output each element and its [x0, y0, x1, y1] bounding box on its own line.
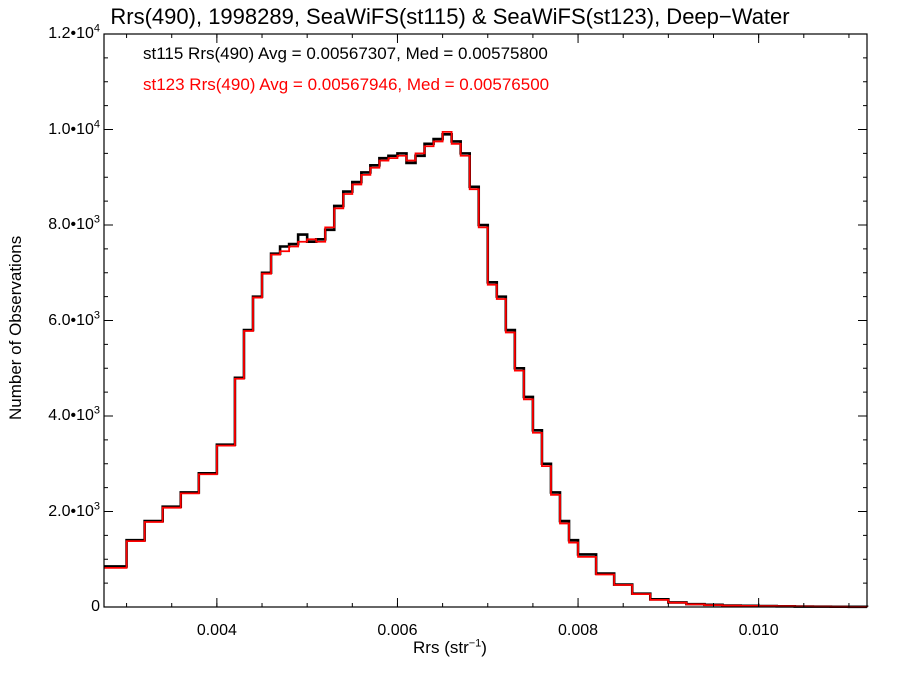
y-tick-mantissa: 1.0•10	[48, 120, 94, 138]
y-tick-exponent: 3	[93, 309, 100, 322]
x-tick-label: 0.004	[196, 622, 237, 639]
x-axis-label-exponent: −1	[468, 637, 482, 650]
x-axis-label-text: Rrs (str	[413, 638, 469, 657]
y-tick-label: 2.0•103	[48, 500, 100, 521]
y-tick-label: 8.0•103	[48, 213, 100, 234]
y-tick-exponent: 3	[93, 404, 100, 417]
y-tick-mantissa: 0	[91, 598, 100, 615]
x-axis-label-close: )	[481, 638, 487, 657]
y-tick-mantissa: 1.2•10	[48, 25, 94, 42]
x-tick-label: 0.008	[558, 622, 599, 639]
chart-title: Rrs(490), 1998289, SeaWiFS(st115) & SeaW…	[110, 4, 790, 29]
x-tick-label: 0.006	[377, 622, 418, 639]
series-line-1	[104, 130, 868, 608]
x-tick-label: 0.010	[738, 622, 779, 639]
plot-frame	[103, 33, 868, 608]
x-axis-label: Rrs (str−1)	[0, 638, 900, 658]
y-tick-mantissa: 4.0•10	[48, 407, 94, 424]
y-tick-label: 1.0•104	[48, 118, 100, 139]
y-tick-mantissa: 6.0•10	[48, 311, 94, 329]
y-tick-label: 6.0•103	[48, 309, 100, 330]
y-tick-mantissa: 8.0•10	[48, 216, 94, 233]
y-tick-label: 4.0•103	[48, 404, 100, 425]
y-tick-exponent: 3	[93, 213, 100, 226]
y-tick-exponent: 3	[93, 500, 100, 513]
y-tick-label: 1.2•104	[48, 22, 100, 43]
annotation-st115: st115 Rrs(490) Avg = 0.00567307, Med = 0…	[143, 44, 548, 63]
y-tick-exponent: 4	[93, 22, 100, 35]
y-tick-exponent: 4	[93, 118, 100, 131]
y-tick-mantissa: 2.0•10	[48, 502, 94, 520]
y-tick-label: 0	[91, 598, 100, 616]
annotation-st123: st123 Rrs(490) Avg = 0.00567946, Med = 0…	[143, 75, 550, 94]
y-axis-label: Number of Observations	[6, 235, 25, 420]
series-line-0	[104, 132, 869, 609]
